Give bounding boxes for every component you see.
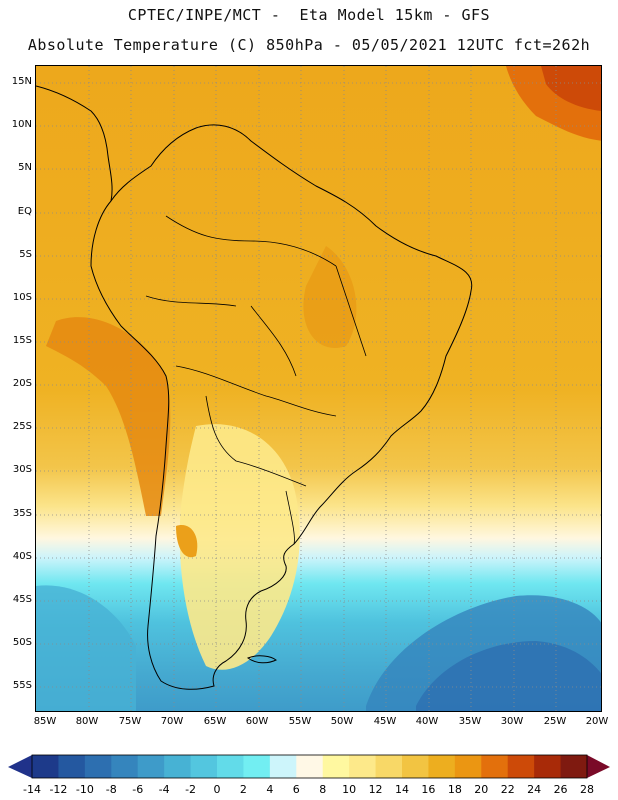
colorbar-label: 6	[292, 783, 300, 796]
lon-label-80w: 80W	[75, 716, 99, 727]
colorbar-cell	[402, 755, 429, 778]
colorbar-label: 22	[500, 783, 515, 796]
colorbar-cell	[349, 755, 377, 778]
lat-label-20s: 20S	[12, 378, 32, 389]
south-america-coastline	[90, 124, 473, 690]
colorbar-cell	[164, 755, 192, 778]
lon-label-60w: 60W	[245, 716, 269, 727]
lon-label-25w: 25W	[543, 716, 567, 727]
lon-label-20w: 20W	[585, 716, 609, 727]
lon-label-30w: 30W	[500, 716, 524, 727]
lon-label-55w: 55W	[288, 716, 312, 727]
lon-label-40w: 40W	[415, 716, 439, 727]
lon-label-35w: 35W	[458, 716, 482, 727]
lat-label-55s: 55S	[12, 680, 32, 691]
lat-label-eq: EQ	[17, 206, 32, 217]
lat-label-25s: 25S	[12, 421, 32, 432]
colorbar-label: -8	[105, 783, 117, 796]
central-america-coastline	[36, 85, 113, 202]
colorbar-outline	[31, 754, 588, 779]
colorbar-cell	[243, 755, 271, 778]
colorbar-label: 26	[553, 783, 568, 796]
colorbar-cell	[481, 755, 509, 778]
colorbar-label: 0	[213, 783, 221, 796]
colorbar-cell	[58, 755, 86, 778]
lat-label-15n: 15N	[11, 76, 32, 87]
graticule	[36, 66, 601, 711]
lat-label-15s: 15S	[12, 335, 32, 346]
colorbar-cell	[137, 755, 165, 778]
colorbar-cell	[84, 755, 112, 778]
warm-band-continent	[46, 317, 171, 516]
lat-label-30s: 30S	[12, 464, 32, 475]
lon-label-45w: 45W	[373, 716, 397, 727]
colorbar-low-arrow	[8, 755, 32, 778]
colorbar-label: -12	[49, 783, 68, 796]
lat-label-5s: 5S	[19, 249, 32, 260]
map-title-line1: CPTEC/INPE/MCT - Eta Model 15km - GFS	[127, 6, 491, 24]
colder-core-south-atlantic	[416, 641, 601, 711]
colorbar-label: -2	[185, 783, 197, 796]
cold-region-southwest	[36, 585, 136, 711]
temperature-map	[35, 65, 602, 712]
colorbar-high-arrow	[587, 755, 610, 778]
colorbar-label: -4	[158, 783, 170, 796]
colorbar-label: 8	[319, 783, 327, 796]
colorbar-label: 14	[395, 783, 409, 796]
colorbar-cell	[111, 755, 139, 778]
colorbar-label: -6	[132, 783, 144, 796]
colorbar-cell	[322, 755, 350, 778]
lon-label-65w: 65W	[203, 716, 227, 727]
colorbar-cell	[428, 755, 456, 778]
lat-label-5n: 5N	[18, 162, 32, 173]
colorbar-label: 28	[580, 783, 594, 796]
falkland-islands	[246, 655, 277, 664]
colorbar-label: 18	[447, 783, 462, 796]
lon-label-85w: 85W	[33, 716, 57, 727]
colorbar-cell	[190, 755, 218, 778]
hot-region-ne	[541, 66, 601, 111]
map-title-line2: Absolute Temperature (C) 850hPa - 05/05/…	[27, 36, 591, 54]
colorbar-label: 12	[368, 783, 383, 796]
colorbar-label: 16	[421, 783, 436, 796]
colorbar-label: 4	[266, 783, 274, 796]
warm-region-brazil	[303, 246, 357, 348]
colorbar-label: 2	[239, 783, 247, 796]
colorbar-label: 20	[474, 783, 489, 796]
colorbar-label: 10	[342, 783, 357, 796]
lon-label-70w: 70W	[160, 716, 184, 727]
lat-label-10n: 10N	[11, 119, 32, 130]
warm-patch-patagonia	[176, 525, 198, 558]
colorbar	[8, 754, 610, 779]
mild-region-argentina	[179, 424, 300, 670]
colorbar-cell	[375, 755, 403, 778]
lat-label-10s: 10S	[12, 292, 32, 303]
lat-label-45s: 45S	[12, 594, 32, 605]
colorbar-cell	[269, 755, 297, 778]
colorbar-cell	[296, 755, 324, 778]
colorbar-cell	[534, 755, 562, 778]
lat-label-50s: 50S	[12, 637, 32, 648]
country-borders	[145, 215, 367, 545]
colorbar-cell	[32, 755, 59, 778]
colorbar-cell	[560, 755, 588, 778]
lon-label-50w: 50W	[330, 716, 354, 727]
colorbar-label: 24	[527, 783, 542, 796]
lon-label-75w: 75W	[118, 716, 142, 727]
colorbar-cell	[217, 755, 244, 778]
lat-label-35s: 35S	[12, 508, 32, 519]
lat-label-40s: 40S	[12, 551, 32, 562]
colorbar-label: -10	[75, 783, 94, 796]
colorbar-cell	[507, 755, 535, 778]
colorbar-label: -14	[23, 783, 41, 796]
colorbar-cell	[454, 755, 482, 778]
